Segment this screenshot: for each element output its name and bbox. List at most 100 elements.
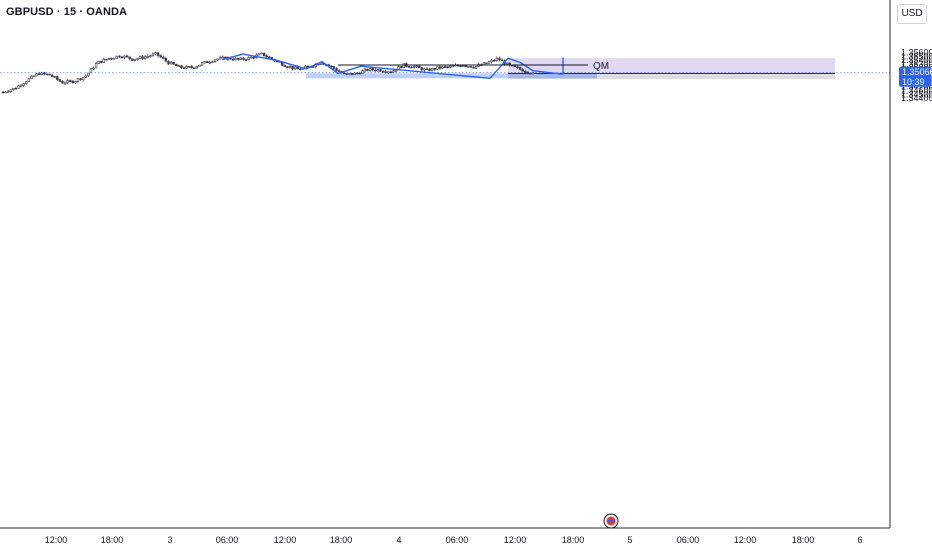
candle-body [66,80,69,84]
candle-body [172,61,175,65]
time-tick-label: 06:00 [677,535,700,545]
candle-body [438,66,442,69]
candle-body [402,63,405,69]
candle-body [412,66,416,68]
candle-body [115,55,118,59]
candle-body [459,65,462,67]
candle-body [410,66,413,69]
candle-body [461,65,465,67]
candle-body [198,64,201,67]
candle-body [237,58,240,60]
candle-body [330,65,333,68]
candle-body [317,63,320,66]
candle-body [133,59,137,61]
candle-body [92,67,95,70]
time-tick-label: 5 [627,535,632,545]
candle-body [337,70,341,72]
candle-body [120,56,124,59]
current-price-tag: 1.35066 10:39 [899,66,932,87]
candle-body [363,68,367,72]
candle-body [4,91,7,94]
candle-body [112,57,116,60]
candle-body [449,65,452,68]
candle-body [423,68,426,71]
tradingview-logo-icon[interactable] [603,513,619,529]
price-tick-label: 1.35600 [901,48,932,58]
candle-body [76,78,80,82]
candle-body [200,62,204,66]
candle-body [19,85,23,87]
candle-body [50,74,54,77]
candle-body [242,57,245,60]
time-tick-label: 4 [396,535,401,545]
candle-body [288,65,292,68]
candle-body [193,67,196,70]
time-tick-label: 12:00 [504,535,527,545]
candle-body [61,81,64,84]
candle-body [474,66,478,69]
currency-button[interactable]: USD [897,4,927,24]
price-tick-label: 1.35400 [901,55,932,65]
candle-body [151,53,155,57]
candle-body [63,82,67,85]
candle-body [526,71,530,74]
candle-body [162,56,165,59]
candle-body [257,53,261,56]
time-tick-label: 06:00 [216,535,239,545]
candle-body [407,66,411,68]
candle-body [105,58,108,61]
candle-body [97,60,100,64]
candle-body [420,67,424,71]
candle-body [203,61,206,64]
candle-body [490,59,493,63]
candle-body [22,83,25,86]
price-tick-label: 1.35300 [901,59,932,69]
time-tick-label: 18:00 [101,535,124,545]
candle-body [182,67,186,70]
candle-body [89,68,93,74]
candle-body [348,72,351,75]
candle-body [40,72,43,76]
candle-body [17,85,20,89]
candle-body [268,56,271,59]
candle-body [293,66,297,69]
candle-body [415,65,418,68]
candle-body [249,56,253,59]
candle-body [123,55,126,58]
candle-body [262,52,266,57]
candle-body [125,55,129,58]
price-tick-label: 1.34400 [901,93,932,103]
candle-body [87,72,90,77]
candle-body [516,66,519,68]
time-tick-label: 12:00 [45,535,68,545]
candle-body [208,61,212,64]
time-tick-label: 18:00 [330,535,353,545]
candle-body [25,81,28,84]
candle-body [312,66,315,68]
time-axis[interactable]: 12:00 18:00 3 06:00 12:00 18:00 4 06:00 12:00 18:… [45,535,863,545]
candle-body [216,58,219,61]
candle-body [195,66,199,69]
candle-body [206,61,209,63]
candle-body [469,66,473,68]
candle-body [110,57,113,60]
time-tick-label: 3 [167,535,172,545]
candle-body [505,62,509,65]
candle-body [74,81,77,84]
candle-body [487,61,491,64]
candle-body [283,65,287,67]
candle-body [381,70,385,73]
time-tick-label: 12:00 [734,535,757,545]
candle-body [84,75,87,78]
candle-body [387,71,390,74]
symbol-title[interactable]: GBPUSD · 15 · OANDA [6,6,128,18]
candle-body [394,69,398,72]
candle-body [94,63,98,69]
candle-body [45,73,49,76]
countdown-label: 10:39 [902,77,925,87]
candle-body [472,67,475,69]
candle-body [6,91,10,93]
candle-body [467,66,470,68]
candle-body [1,91,5,94]
